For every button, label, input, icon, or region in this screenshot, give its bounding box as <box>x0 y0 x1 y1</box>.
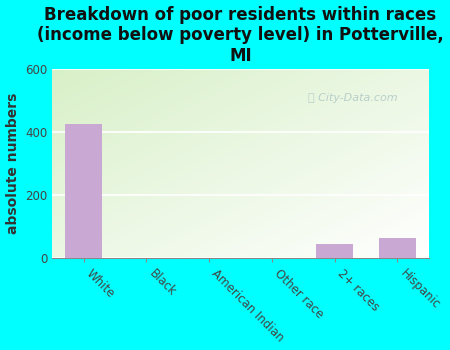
Text: ⓘ City-Data.com: ⓘ City-Data.com <box>308 93 398 103</box>
Bar <box>65 125 103 258</box>
Bar <box>378 238 416 258</box>
Y-axis label: absolute numbers: absolute numbers <box>5 93 19 234</box>
Bar <box>316 244 353 258</box>
Title: Breakdown of poor residents within races
(income below poverty level) in Potterv: Breakdown of poor residents within races… <box>37 6 444 65</box>
